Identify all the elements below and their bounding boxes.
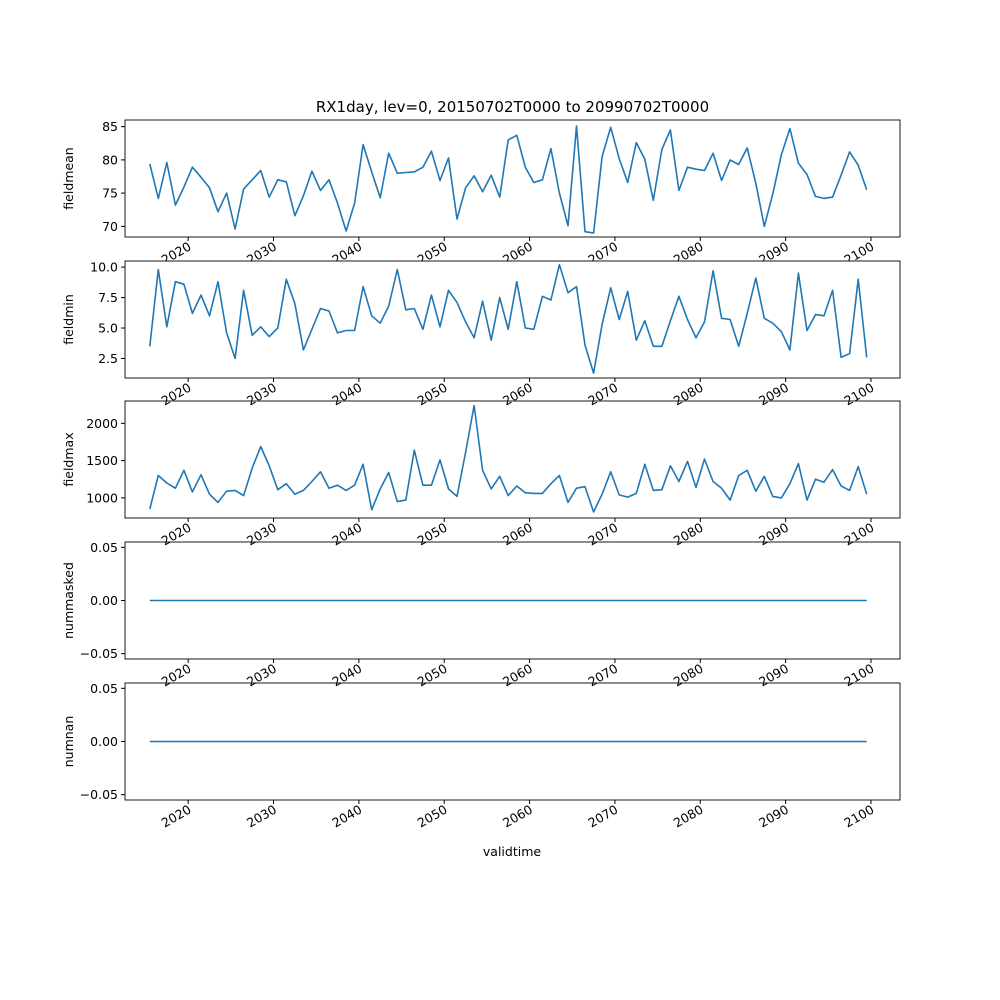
y-tick-label: 70 (102, 219, 118, 234)
subplot-mask (125, 261, 900, 378)
y-tick-label: 85 (102, 119, 118, 134)
x-axis-label: validtime (483, 844, 541, 859)
axes-frame (124, 541, 901, 660)
axes-frame (124, 400, 901, 519)
y-tick-label: 0.00 (90, 734, 118, 749)
subplot-mask (125, 401, 900, 518)
y-tick-label: 0.05 (90, 681, 118, 696)
y-axis-label: fieldmean (61, 147, 76, 209)
chart-title: RX1day, lev=0, 20150702T0000 to 20990702… (316, 98, 709, 116)
y-tick-label: 1000 (86, 490, 118, 505)
y-tick-label: 5.0 (98, 321, 118, 336)
y-axis-label: numnan (61, 716, 76, 768)
axes-frame (124, 119, 901, 238)
axes-frame (124, 260, 901, 379)
y-axis-label: fieldmin (61, 294, 76, 345)
series-line-fieldmin (149, 263, 868, 374)
y-tick-label: −0.05 (80, 646, 118, 661)
y-tick-label: 0.00 (90, 593, 118, 608)
y-tick-label: −0.05 (80, 787, 118, 802)
series-line-fieldmean (149, 125, 868, 234)
y-axis-label: fieldmax (61, 432, 76, 486)
y-tick-label: 7.5 (98, 290, 118, 305)
axes-frame (124, 682, 901, 801)
series-line-fieldmax (149, 404, 868, 513)
y-axis-label: nummasked (61, 562, 76, 639)
y-tick-label: 75 (102, 186, 118, 201)
y-tick-label: 1500 (86, 453, 118, 468)
y-tick-label: 0.05 (90, 540, 118, 555)
y-tick-label: 2000 (86, 416, 118, 431)
y-tick-label: 2.5 (98, 351, 118, 366)
y-tick-label: 80 (102, 152, 118, 167)
y-tick-label: 10.0 (90, 260, 118, 275)
